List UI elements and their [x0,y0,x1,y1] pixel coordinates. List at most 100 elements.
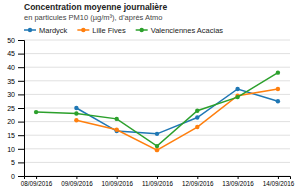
x-tick: 08/09/2016 [21,176,53,187]
y-tick-label: 20 [7,118,15,125]
y-tick-label: 25 [7,105,15,112]
legend-label: Lille Fives [92,26,126,35]
y-tick-label: 5 [11,159,15,166]
y-tick: 50 [7,37,24,44]
y-tick-mark [18,176,24,177]
y-tick: 0 [11,173,24,180]
x-tick-mark [157,176,158,179]
point [74,118,78,122]
series-line [76,89,278,150]
y-tick-mark [18,40,24,41]
x-tick-label: 11/09/2016 [142,180,174,187]
y-tick-label: 0 [11,173,15,180]
legend-item: Valenciennes Acacias [136,26,224,35]
x-tick-mark [278,176,279,179]
point [155,144,159,148]
legend-marker [81,28,85,32]
x-tick-mark [76,176,77,179]
x-tick-label: 12/09/2016 [182,180,214,187]
series [34,70,280,148]
y-tick-mark [18,94,24,95]
x-tick-label: 13/09/2016 [222,180,254,187]
legend-label: Valenciennes Acacias [151,26,224,35]
point [114,128,118,132]
grid-line [24,53,290,54]
y-tick-mark [18,122,24,123]
point [235,95,239,99]
legend: Mardyck Lille Fives Valenciennes Acacias [24,26,223,35]
y-tick: 10 [7,146,24,153]
y-tick: 45 [7,50,24,57]
grid-line [24,162,290,163]
legend-item: Mardyck [24,26,68,35]
x-tick-mark [197,176,198,179]
x-tick-label: 09/09/2016 [61,180,93,187]
legend-marker [28,28,32,32]
x-tick: 11/09/2016 [142,176,174,187]
y-tick: 20 [7,118,24,125]
y-tick-label: 30 [7,91,15,98]
point [74,111,78,115]
point [155,132,159,136]
y-tick-mark [18,162,24,163]
x-tick-label: 10/09/2016 [101,180,133,187]
grid-line [24,121,290,122]
marks [34,70,280,152]
x-tick-mark [36,176,37,179]
point [74,106,78,110]
x-tick: 10/09/2016 [101,176,133,187]
y-tick-mark [18,108,24,109]
x-axis-line [25,177,291,180]
y-tick-mark [18,54,24,55]
y-tick: 5 [11,159,24,166]
plot: 0 5 10 15 20 25 30 35 40 45 50 08/09/2016 09/09/2016… [7,37,294,187]
title: Concentration moyenne journalière [24,2,167,12]
chart: Concentration moyenne journalièreen part… [0,0,300,192]
y-tick-mark [18,149,24,150]
series-line [36,73,278,146]
legend-marker [139,28,143,32]
point [195,125,199,129]
y-tick: 30 [7,91,24,98]
y-tick-mark [18,67,24,68]
point [276,70,280,74]
x-tick: 09/09/2016 [61,176,93,187]
point [276,99,280,103]
grid-line [24,40,290,41]
legend-label: Mardyck [39,26,68,35]
y-tick: 35 [7,78,24,85]
point [195,115,199,119]
y-tick: 40 [7,64,24,71]
legend-item: Lille Fives [77,26,126,35]
y-tick-mark [18,135,24,136]
y-axis-line [18,41,25,177]
x-tick: 13/09/2016 [222,176,254,187]
y-tick: 25 [7,105,24,112]
grid-line [24,80,290,81]
point [276,87,280,91]
grid-line [24,108,290,109]
y-tick-label: 50 [7,37,15,44]
y-tick-label: 15 [7,132,15,139]
point [155,148,159,152]
subtitle: en particules PM10 (µg/m³), d’après Atmo [24,13,163,22]
x-tick-mark [117,176,118,179]
y-tick-label: 10 [7,146,15,153]
y-tick-label: 45 [7,50,15,57]
x-tick-mark [238,176,239,179]
x-tick: 12/09/2016 [182,176,214,187]
y-tick-label: 40 [7,64,15,71]
y-tick: 15 [7,132,24,139]
point [195,109,199,113]
grid [24,40,290,176]
grid-line [24,67,290,68]
series [74,87,280,153]
y-axis: 0 5 10 15 20 25 30 35 40 45 50 [7,37,24,180]
point [235,87,239,91]
point [34,110,38,114]
x-tick-label: 14/09/2016 [263,180,295,187]
y-tick-label: 35 [7,78,15,85]
x-tick: 14/09/2016 [263,176,295,187]
x-tick-label: 08/09/2016 [21,180,53,187]
point [114,117,118,121]
